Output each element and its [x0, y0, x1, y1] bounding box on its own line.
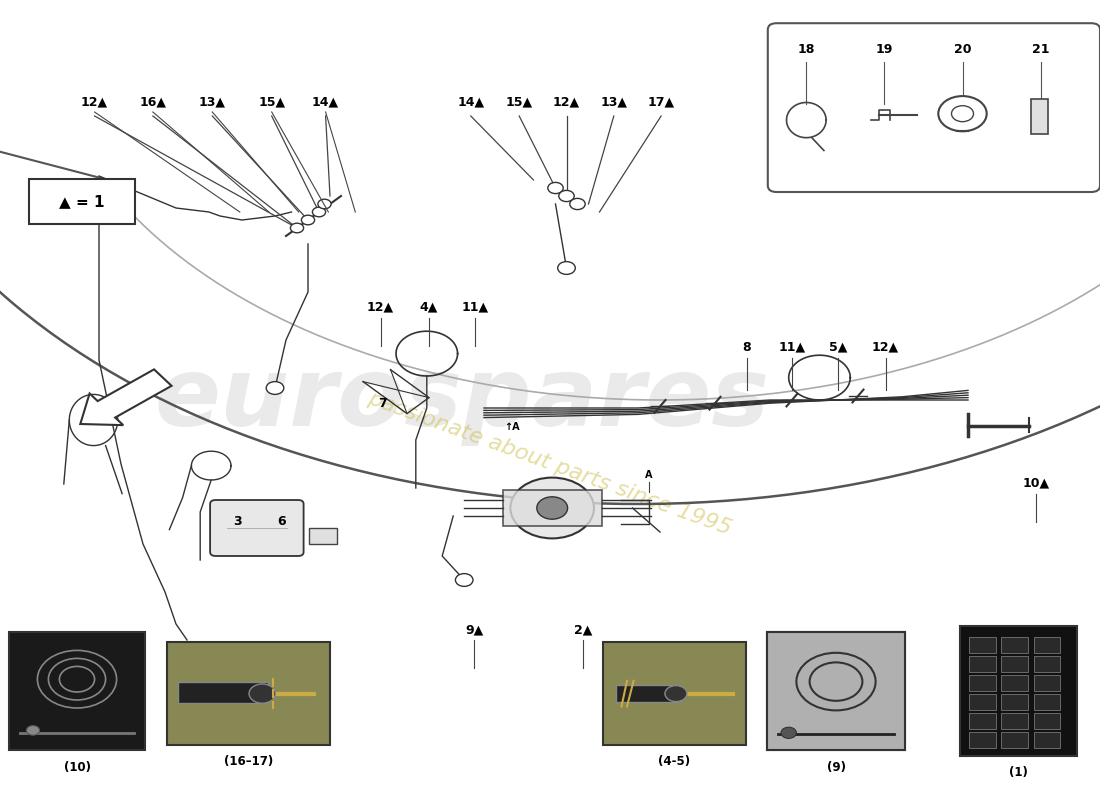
Text: 17▲: 17▲ [648, 95, 674, 108]
Bar [767, 632, 905, 750]
Text: 7: 7 [378, 397, 387, 410]
Text: 4▲: 4▲ [420, 301, 438, 314]
FancyBboxPatch shape [768, 23, 1100, 192]
Text: 11▲: 11▲ [779, 341, 805, 354]
Circle shape [290, 223, 304, 233]
Text: 12▲: 12▲ [81, 95, 108, 108]
Circle shape [318, 199, 331, 209]
Bar [1001, 637, 1027, 653]
Bar [1001, 694, 1027, 710]
Bar [1031, 99, 1048, 134]
Circle shape [548, 182, 563, 194]
Bar [969, 732, 996, 748]
Text: 12▲: 12▲ [367, 301, 394, 314]
Text: 9▲: 9▲ [465, 623, 483, 636]
Text: (10): (10) [64, 761, 90, 774]
Text: 12▲: 12▲ [553, 95, 580, 108]
Circle shape [510, 478, 594, 538]
Circle shape [664, 686, 686, 702]
Circle shape [558, 262, 575, 274]
Bar [603, 642, 746, 745]
Text: A: A [646, 470, 652, 480]
Text: (4-5): (4-5) [658, 755, 691, 768]
Bar [1034, 694, 1060, 710]
Bar [1001, 714, 1027, 729]
Bar [178, 682, 267, 703]
Bar [1034, 675, 1060, 690]
Bar [309, 528, 337, 544]
Bar [960, 626, 1077, 756]
Circle shape [559, 190, 574, 202]
Bar [969, 656, 996, 672]
Text: 20: 20 [954, 43, 971, 56]
Bar [1034, 732, 1060, 748]
Circle shape [781, 727, 796, 738]
Text: 15▲: 15▲ [258, 95, 285, 108]
Circle shape [266, 382, 284, 394]
Text: ▲ = 1: ▲ = 1 [59, 194, 104, 209]
Text: 16▲: 16▲ [140, 95, 166, 108]
Bar [969, 675, 996, 690]
Bar [503, 490, 602, 526]
FancyArrow shape [80, 370, 172, 425]
Text: eurospares: eurospares [154, 354, 770, 446]
Text: 3: 3 [233, 515, 242, 528]
Circle shape [952, 106, 974, 122]
Circle shape [455, 574, 473, 586]
Bar [1034, 656, 1060, 672]
Bar [1001, 675, 1027, 690]
Text: 21: 21 [1032, 43, 1049, 56]
Bar [1034, 714, 1060, 729]
Text: passionate about parts since 1995: passionate about parts since 1995 [365, 389, 735, 539]
Bar [1034, 637, 1060, 653]
Text: (16–17): (16–17) [224, 755, 273, 768]
Text: 19: 19 [876, 43, 893, 56]
Text: 13▲: 13▲ [199, 95, 226, 108]
Circle shape [938, 96, 987, 131]
Text: 12▲: 12▲ [872, 341, 899, 354]
FancyBboxPatch shape [210, 500, 304, 556]
Text: 14▲: 14▲ [458, 95, 484, 108]
Circle shape [312, 207, 326, 217]
Text: 6: 6 [277, 515, 286, 528]
Circle shape [537, 497, 568, 519]
Bar [1001, 732, 1027, 748]
Circle shape [249, 684, 275, 703]
Circle shape [301, 215, 315, 225]
Bar [167, 642, 330, 745]
Bar [969, 714, 996, 729]
Text: ↑A: ↑A [504, 422, 519, 432]
FancyBboxPatch shape [29, 179, 135, 224]
Text: 5▲: 5▲ [829, 341, 847, 354]
Bar [767, 632, 905, 750]
Bar [616, 685, 681, 702]
Circle shape [26, 726, 40, 735]
Text: 11▲: 11▲ [462, 301, 488, 314]
Bar [1001, 656, 1027, 672]
Text: 2▲: 2▲ [574, 623, 592, 636]
Text: 10▲: 10▲ [1023, 477, 1049, 490]
Bar [969, 694, 996, 710]
Text: 15▲: 15▲ [506, 95, 532, 108]
Bar [969, 637, 996, 653]
Text: 8: 8 [742, 341, 751, 354]
Bar [9, 632, 145, 750]
Text: 18: 18 [798, 43, 815, 56]
Text: 13▲: 13▲ [601, 95, 627, 108]
Text: (9): (9) [826, 761, 846, 774]
Text: (1): (1) [1009, 766, 1028, 779]
Circle shape [570, 198, 585, 210]
Text: 14▲: 14▲ [312, 95, 339, 108]
